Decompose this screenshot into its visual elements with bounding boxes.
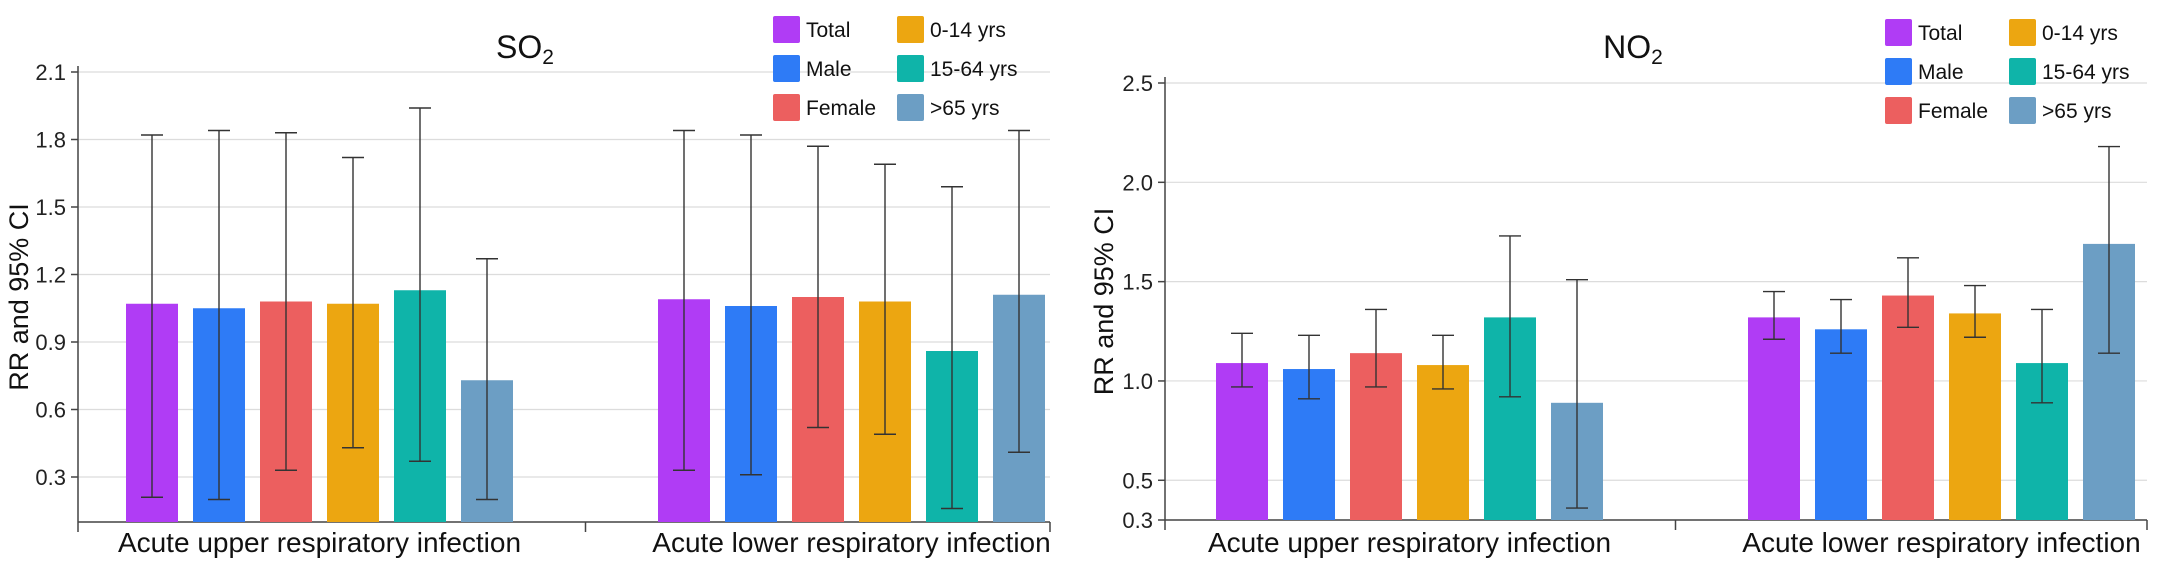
legend-label: 0-14 yrs [930,19,1006,42]
legend-swatch [1885,19,1912,46]
y-tick-label: 1.2 [35,263,66,288]
category-label: Acute upper respiratory infection [1208,527,1611,558]
chart-title-subscript: 2 [542,46,554,69]
legend-label: Female [806,97,876,120]
y-tick-label: 1.8 [35,128,66,153]
y-tick-label: 1.5 [35,195,66,220]
y-tick-label: 1.0 [1122,369,1153,394]
legend-swatch [773,16,800,43]
y-tick-label: 0.9 [35,330,66,355]
y-axis-label: RR and 95% CI [1089,208,1119,396]
y-tick-label: 2.5 [1122,71,1153,96]
chart-title-subscript: 2 [1651,46,1663,69]
legend-swatch [2009,97,2036,124]
legend-label: Male [1918,61,1964,84]
legend-label: Female [1918,100,1988,123]
y-tick-label: 2.1 [35,60,66,85]
chart-title-main: SO [496,29,542,65]
legend-swatch [897,94,924,121]
legend-label: Male [806,58,852,81]
y-tick-label: 1.5 [1122,270,1153,295]
so2-chart: 0.3 0.6 0.9 1.2 1.5 1.8 2.1 Acute upper respira… [4,16,1051,558]
chart-title-main: NO [1603,29,1651,65]
legend-swatch [897,16,924,43]
bar-0-14-yrs [1417,365,1469,520]
legend-swatch [897,55,924,82]
legend-swatch [2009,19,2036,46]
bar-total [1748,317,1800,520]
legend-label: 15-64 yrs [930,58,1018,81]
legend-label: 0-14 yrs [2042,22,2118,45]
legend-label: Total [1918,22,1962,45]
legend-label: >65 yrs [2042,100,2111,123]
chart-title: SO2 [496,29,554,69]
category-label: Acute lower respiratory infection [652,527,1050,558]
y-tick-label: 0.3 [1122,508,1153,533]
y-axis-label: RR and 95% CI [4,203,34,391]
chart-title: NO2 [1603,29,1663,69]
y-tick-label: 2.0 [1122,170,1153,195]
legend-label: Total [806,19,850,42]
y-tick-label: 0.5 [1122,468,1153,493]
y-tick-label: 0.6 [35,398,66,423]
category-label: Acute lower respiratory infection [1742,527,2140,558]
legend-swatch [773,94,800,121]
legend-swatch [1885,58,1912,85]
y-tick-label: 0.3 [35,465,66,490]
bar-0-14-yrs [1949,313,2001,520]
legend-swatch [2009,58,2036,85]
bar-female [1882,295,1934,520]
no2-chart: 0.3 0.5 1.0 1.5 2.0 2.5 Acute upper respirator… [1089,19,2148,558]
bar-male [1815,329,1867,520]
legend-swatch [773,55,800,82]
bar-total [1216,363,1268,520]
category-label: Acute upper respiratory infection [118,527,521,558]
legend-label: 15-64 yrs [2042,61,2130,84]
legend-label: >65 yrs [930,97,999,120]
legend-swatch [1885,97,1912,124]
